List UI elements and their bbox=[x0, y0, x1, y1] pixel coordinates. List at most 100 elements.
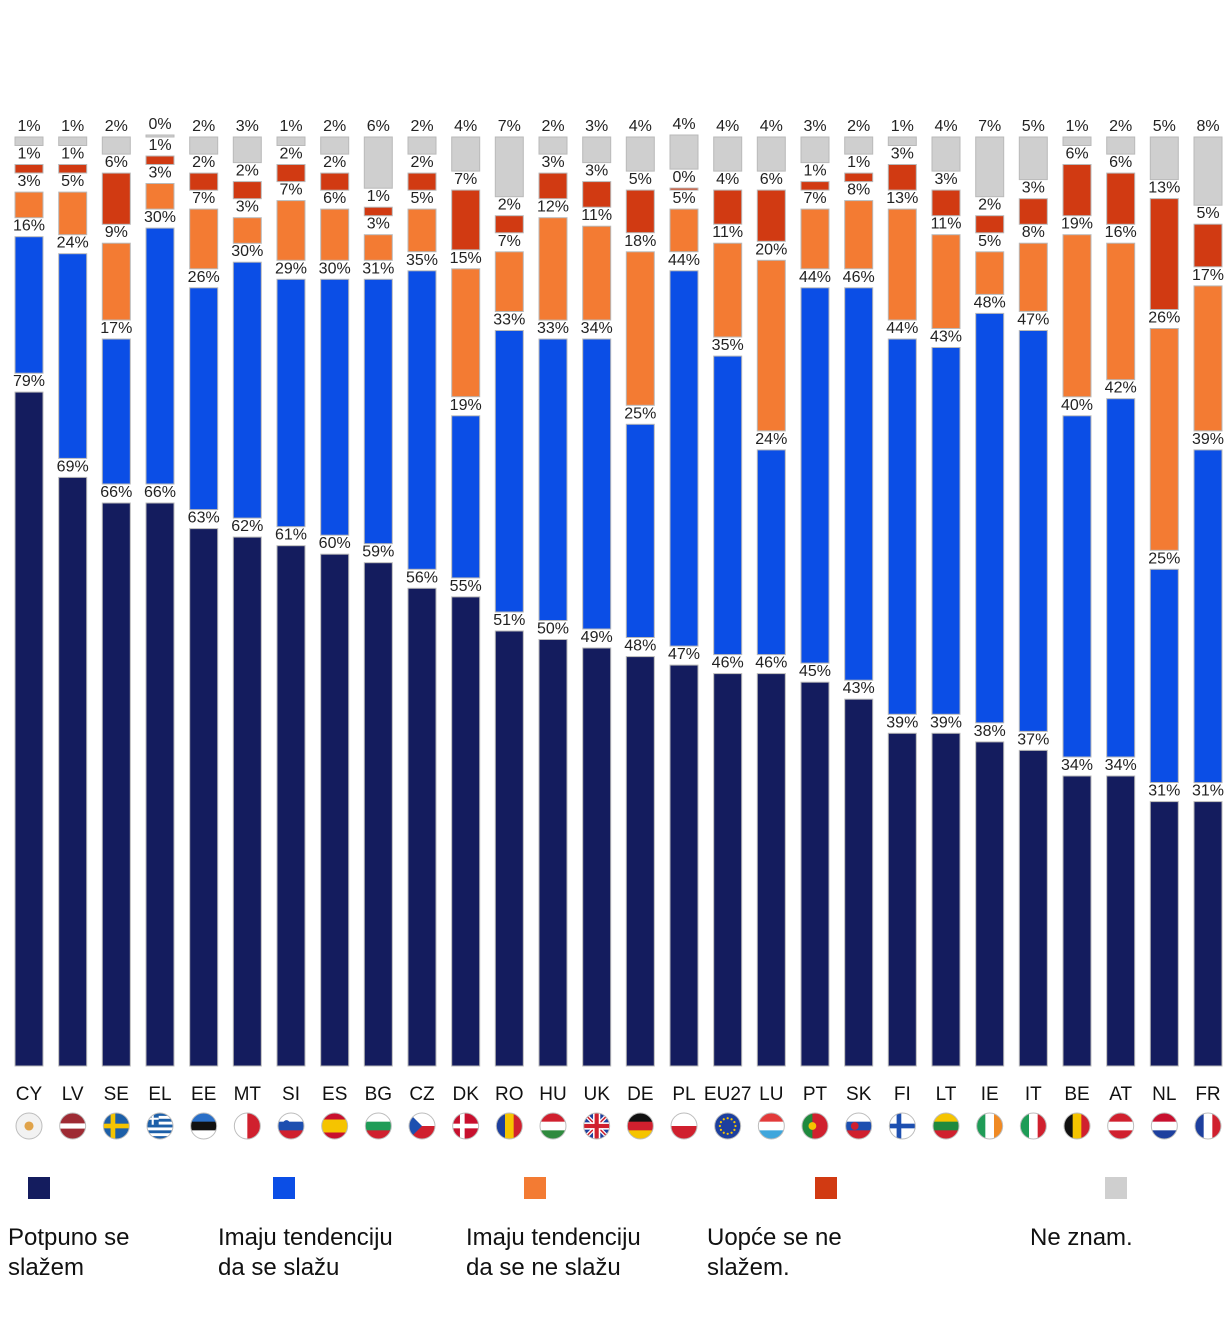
flag-eu-icon bbox=[714, 1112, 742, 1140]
bar-potpuno-se-slazem-hu bbox=[538, 639, 568, 1067]
flag-cy-icon bbox=[15, 1112, 43, 1140]
data-label: 42% bbox=[1105, 380, 1137, 397]
bar-imaju-tendenciju-da-se-slazu-ro bbox=[494, 330, 524, 613]
bar-ne-znam-pl bbox=[669, 134, 699, 170]
stacked-bar-chart: 79% 16% 3% 1% 1% CY 69% 24% 5% 1% 1% LV 66% 17% 9% 6% 2%… bbox=[13, 116, 1224, 1140]
data-label: 62% bbox=[231, 518, 263, 535]
category-label: IE bbox=[981, 1084, 999, 1105]
legend-swatch bbox=[273, 1177, 295, 1199]
bar-uopce-se-ne-slazem-ee bbox=[189, 172, 219, 191]
bar-ne-znam-hu bbox=[538, 136, 568, 155]
data-label: 46% bbox=[712, 655, 744, 672]
bar-imaju-tendenciju-da-se-slazu-cz bbox=[407, 270, 437, 570]
bar-uopce-se-ne-slazem-cz bbox=[407, 172, 437, 191]
data-label: 39% bbox=[930, 714, 962, 731]
bar-ne-znam-fr bbox=[1193, 136, 1223, 206]
data-label: 45% bbox=[799, 663, 831, 680]
data-label: 24% bbox=[57, 235, 89, 252]
data-label: 39% bbox=[1192, 431, 1224, 448]
bar-uopce-se-ne-slazem-dk bbox=[451, 189, 481, 251]
bar-potpuno-se-slazem-se bbox=[101, 502, 131, 1067]
data-label: 44% bbox=[886, 320, 918, 337]
bar-imaju-tendenciju-da-se-slazu-dk bbox=[451, 415, 481, 579]
data-label: 1% bbox=[1065, 118, 1088, 135]
bar-potpuno-se-slazem-de bbox=[625, 656, 655, 1067]
bar-imaju-tendenciju-da-se-ne-slazu-nl bbox=[1149, 328, 1179, 551]
data-label: 61% bbox=[275, 527, 307, 544]
data-label: 1% bbox=[803, 163, 826, 180]
category-label: LV bbox=[62, 1084, 84, 1105]
bar-potpuno-se-slazem-cz bbox=[407, 587, 437, 1067]
bar-uopce-se-ne-slazem-pl bbox=[669, 187, 699, 191]
data-label: 8% bbox=[847, 182, 870, 199]
data-label: 15% bbox=[450, 250, 482, 267]
data-label: 3% bbox=[541, 154, 564, 171]
category-label: BG bbox=[365, 1084, 392, 1105]
chart-legend: Potpuno se slažem Imaju tendenciju da se… bbox=[0, 1165, 1229, 1341]
bar-imaju-tendenciju-da-se-ne-slazu-cy bbox=[14, 191, 44, 219]
data-label: 3% bbox=[934, 171, 957, 188]
data-label: 31% bbox=[1148, 783, 1180, 800]
bar-imaju-tendenciju-da-se-ne-slazu-it bbox=[1018, 242, 1048, 312]
bar-imaju-tendenciju-da-se-ne-slazu-eu27 bbox=[713, 242, 743, 338]
data-label: 3% bbox=[585, 163, 608, 180]
bar-imaju-tendenciju-da-se-ne-slazu-ie bbox=[975, 251, 1005, 295]
legend-label: Imaju tendenciju da se slažu bbox=[218, 1224, 393, 1281]
data-label: 35% bbox=[712, 337, 744, 354]
category-label: SE bbox=[104, 1084, 129, 1105]
data-label: 2% bbox=[847, 118, 870, 135]
data-label: 24% bbox=[755, 431, 787, 448]
data-label: 34% bbox=[1105, 757, 1137, 774]
bar-imaju-tendenciju-da-se-ne-slazu-si bbox=[276, 200, 306, 261]
data-label: 20% bbox=[755, 241, 787, 258]
category-label: EE bbox=[191, 1084, 216, 1105]
category-label: EL bbox=[148, 1084, 171, 1105]
data-label: 3% bbox=[367, 216, 390, 233]
data-label: 1% bbox=[61, 118, 84, 135]
data-label: 39% bbox=[886, 714, 918, 731]
bar-ne-znam-el bbox=[145, 134, 175, 138]
bar-uopce-se-ne-slazem-be bbox=[1062, 164, 1092, 217]
data-label: 16% bbox=[1105, 224, 1137, 241]
bar-ne-znam-mt bbox=[232, 136, 262, 164]
data-label: 38% bbox=[974, 723, 1006, 740]
data-label: 26% bbox=[1148, 310, 1180, 327]
data-label: 35% bbox=[406, 252, 438, 269]
data-label: 5% bbox=[1196, 205, 1219, 222]
bar-imaju-tendenciju-da-se-slazu-fr bbox=[1193, 449, 1223, 784]
category-label: RO bbox=[495, 1084, 524, 1105]
data-label: 3% bbox=[236, 118, 259, 135]
data-label: 17% bbox=[100, 320, 132, 337]
data-label: 7% bbox=[454, 171, 477, 188]
bar-potpuno-se-slazem-bg bbox=[363, 562, 393, 1067]
data-label: 19% bbox=[1061, 216, 1093, 233]
data-label: 2% bbox=[105, 118, 128, 135]
data-label: 2% bbox=[410, 154, 433, 171]
data-label: 5% bbox=[672, 190, 695, 207]
bar-imaju-tendenciju-da-se-slazu-lv bbox=[58, 253, 88, 459]
flag-hu-icon bbox=[539, 1112, 567, 1140]
flag-lv-icon bbox=[59, 1112, 87, 1140]
legend-swatch bbox=[524, 1177, 546, 1199]
data-label: 66% bbox=[100, 484, 132, 501]
bar-potpuno-se-slazem-uk bbox=[582, 647, 612, 1067]
data-label: 6% bbox=[323, 190, 346, 207]
data-label: 9% bbox=[105, 224, 128, 241]
data-label: 2% bbox=[279, 146, 302, 163]
data-label: 7% bbox=[498, 233, 521, 250]
category-label: ES bbox=[322, 1084, 347, 1105]
flag-pt-icon bbox=[801, 1112, 829, 1140]
data-label: 37% bbox=[1017, 731, 1049, 748]
category-label: SI bbox=[282, 1084, 300, 1105]
flag-at-icon bbox=[1107, 1112, 1135, 1140]
data-label: 6% bbox=[105, 154, 128, 171]
flag-lu-icon bbox=[757, 1112, 785, 1140]
category-label: HU bbox=[539, 1084, 566, 1105]
category-label: EU27 bbox=[704, 1084, 752, 1105]
flag-nl-icon bbox=[1150, 1112, 1178, 1140]
data-label: 0% bbox=[148, 116, 171, 133]
data-label: 3% bbox=[585, 118, 608, 135]
bar-potpuno-se-slazem-ro bbox=[494, 630, 524, 1067]
data-label: 2% bbox=[1109, 118, 1132, 135]
bar-imaju-tendenciju-da-se-slazu-es bbox=[320, 278, 350, 536]
